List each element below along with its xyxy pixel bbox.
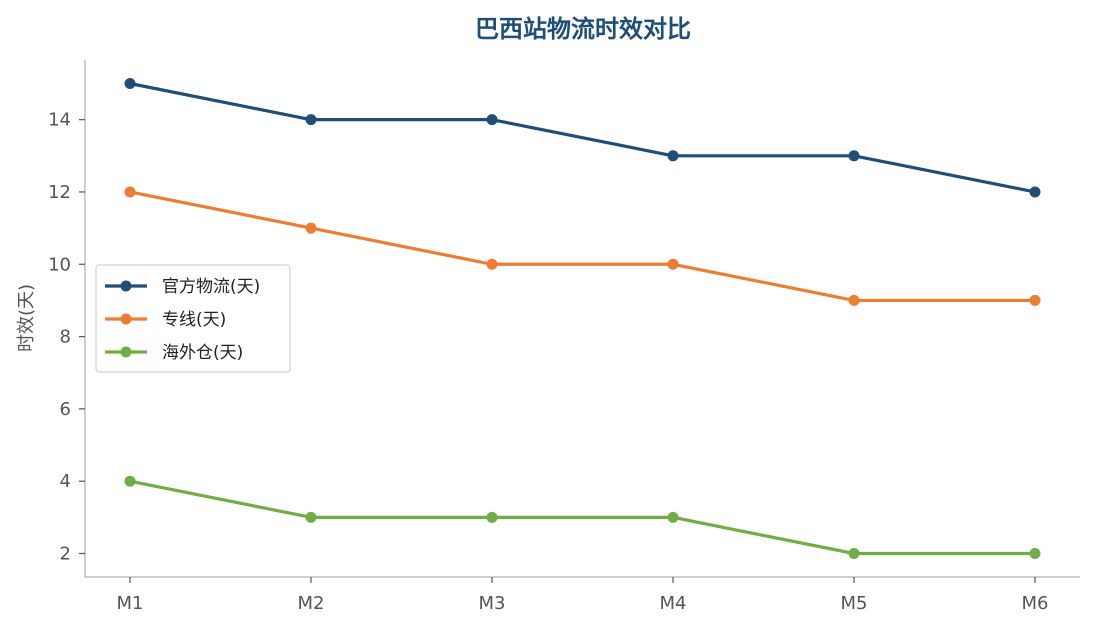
x-tick-label: M2 xyxy=(298,593,325,614)
data-point xyxy=(486,114,498,126)
y-tick-label: 2 xyxy=(60,544,71,565)
legend-label: 官方物流(天) xyxy=(162,277,260,297)
data-point xyxy=(667,258,679,270)
data-point xyxy=(124,78,136,89)
y-tick-label: 8 xyxy=(60,327,71,348)
x-tick-label: M3 xyxy=(479,593,506,614)
data-point xyxy=(305,222,317,234)
y-tick-label: 14 xyxy=(48,110,71,131)
data-point xyxy=(124,475,136,487)
y-tick-label: 12 xyxy=(48,182,71,203)
data-point xyxy=(305,511,317,523)
y-tick-label: 10 xyxy=(48,254,71,275)
y-axis-label: 时效(天) xyxy=(16,284,37,352)
data-point xyxy=(486,511,498,523)
data-point xyxy=(667,150,679,162)
data-point xyxy=(1029,548,1041,559)
legend-swatch-marker xyxy=(120,280,132,292)
legend-swatch-marker xyxy=(120,346,132,358)
data-point xyxy=(124,186,136,198)
legend-box xyxy=(95,264,291,373)
data-point xyxy=(1029,186,1041,198)
x-tick-label: M5 xyxy=(841,593,868,614)
data-point xyxy=(667,511,679,523)
legend-label: 海外仓(天) xyxy=(162,343,243,363)
x-tick-label: M4 xyxy=(660,593,687,614)
data-point xyxy=(848,294,860,306)
chart-title: 巴西站物流时效对比 xyxy=(475,15,691,43)
y-tick-label: 4 xyxy=(60,471,71,492)
series-line-2 xyxy=(129,479,1035,556)
legend-swatch-marker xyxy=(120,313,132,325)
x-tick-label: M1 xyxy=(117,593,144,614)
series-line-1 xyxy=(129,190,1035,303)
series-line-0 xyxy=(129,81,1036,194)
y-tick-label: 6 xyxy=(60,399,71,420)
data-point xyxy=(848,548,860,559)
legend-label: 专线(天) xyxy=(162,310,226,330)
x-tick-label: M6 xyxy=(1022,593,1049,614)
data-point xyxy=(848,150,860,162)
data-point xyxy=(1029,294,1041,306)
data-point xyxy=(305,114,317,126)
data-point xyxy=(486,258,498,270)
